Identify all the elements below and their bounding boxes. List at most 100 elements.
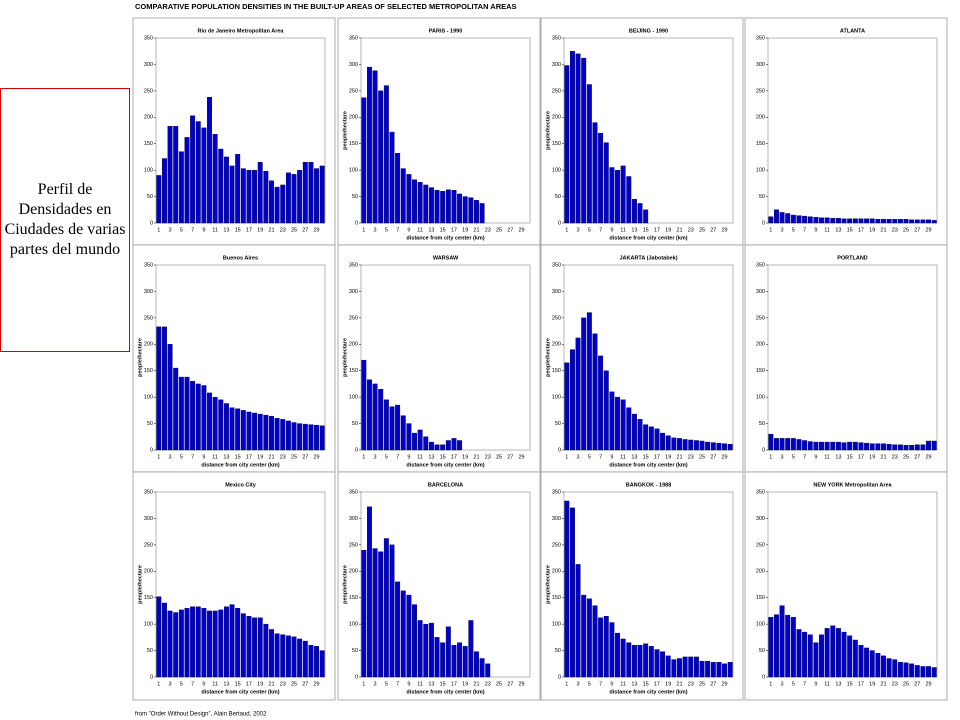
bar — [285, 172, 291, 224]
x-tick-label: 15 — [440, 227, 446, 233]
bar — [819, 217, 824, 224]
bar — [677, 438, 682, 451]
bar — [869, 650, 875, 678]
bar — [223, 403, 229, 451]
x-tick-label: 23 — [485, 227, 491, 233]
x-tick-label: 21 — [880, 227, 886, 233]
bar — [637, 645, 643, 678]
bar — [462, 646, 468, 678]
x-tick-label: 13 — [428, 227, 434, 233]
bar — [361, 97, 367, 224]
x-tick-label: 17 — [654, 681, 660, 687]
bar — [592, 605, 598, 678]
chart-title: PORTLAND — [837, 255, 868, 261]
x-tick-label: 9 — [814, 227, 817, 233]
x-tick-label: 11 — [824, 681, 830, 687]
bar — [637, 419, 643, 451]
x-tick-label: 11 — [417, 454, 423, 460]
bar — [892, 659, 898, 678]
bar — [314, 424, 320, 451]
bar — [257, 162, 263, 224]
bar — [178, 151, 184, 224]
y-tick-label: 200 — [552, 342, 561, 348]
x-tick-label: 9 — [814, 454, 817, 460]
x-axis-label: distance from city center (km) — [406, 689, 484, 695]
y-tick-label: 150 — [552, 141, 561, 147]
bar — [564, 65, 570, 224]
y-tick-label: 250 — [756, 315, 765, 321]
bar — [722, 443, 728, 451]
y-tick-label: 0 — [762, 220, 765, 226]
bar — [897, 662, 903, 678]
bar — [319, 165, 325, 224]
x-tick-label: 25 — [496, 227, 502, 233]
x-tick-label: 9 — [610, 454, 613, 460]
bar — [926, 219, 932, 224]
x-tick-label: 21 — [880, 681, 886, 687]
y-tick-label: 200 — [756, 342, 765, 348]
x-tick-label: 19 — [665, 227, 671, 233]
y-tick-label: 300 — [349, 516, 358, 522]
bar — [428, 441, 434, 451]
bar — [790, 438, 796, 451]
y-tick-label: 50 — [759, 421, 765, 427]
source: from "Order Without Design", Alain Berta… — [135, 712, 267, 718]
x-tick-label: 17 — [858, 454, 864, 460]
bar — [830, 625, 836, 678]
plot-area — [155, 37, 326, 224]
bar — [434, 444, 440, 451]
x-tick-label: 27 — [710, 681, 716, 687]
bar — [285, 635, 291, 678]
bar — [598, 355, 604, 451]
bar — [631, 645, 637, 678]
bar — [710, 442, 716, 451]
y-tick-label: 350 — [756, 35, 765, 41]
x-tick-label: 7 — [599, 681, 602, 687]
y-tick-label: 200 — [552, 115, 561, 121]
bar — [274, 418, 280, 451]
bar — [796, 215, 802, 224]
bar — [201, 608, 207, 678]
bar — [240, 613, 246, 678]
x-tick-label: 3 — [577, 227, 580, 233]
bar — [835, 628, 841, 678]
bar — [400, 168, 406, 224]
bar — [716, 442, 722, 451]
x-tick-label: 11 — [824, 227, 830, 233]
bar — [631, 413, 637, 451]
bar — [858, 645, 864, 678]
bar — [361, 359, 367, 451]
x-tick-label: 5 — [792, 454, 795, 460]
bar — [423, 184, 429, 224]
y-tick-label: 300 — [144, 62, 153, 68]
x-tick-label: 17 — [451, 227, 457, 233]
bar — [643, 209, 649, 224]
bar — [314, 646, 320, 678]
x-tick-label: 19 — [257, 454, 263, 460]
bar — [229, 407, 235, 451]
bar — [688, 656, 694, 678]
bar — [156, 175, 162, 224]
x-tick-label: 19 — [462, 681, 468, 687]
x-tick-label: 3 — [374, 227, 377, 233]
x-tick-label: 7 — [803, 454, 806, 460]
bar — [631, 199, 637, 224]
y-tick-label: 250 — [144, 88, 153, 94]
chart-title: ATLANTA — [840, 28, 865, 34]
bar — [383, 399, 389, 451]
x-tick-label: 1 — [362, 454, 365, 460]
chart-title: PARIS - 1990 — [429, 28, 463, 34]
x-tick-label: 29 — [925, 227, 931, 233]
bar — [847, 441, 853, 451]
bar — [716, 662, 722, 678]
bar — [903, 445, 909, 451]
plot-area — [360, 37, 531, 224]
bar — [440, 642, 446, 678]
bar — [201, 385, 207, 451]
x-tick-label: 17 — [654, 227, 660, 233]
x-tick-label: 13 — [835, 227, 841, 233]
bar — [184, 608, 190, 678]
bar — [581, 57, 587, 224]
y-tick-label: 200 — [144, 569, 153, 575]
y-tick-label: 200 — [349, 342, 358, 348]
